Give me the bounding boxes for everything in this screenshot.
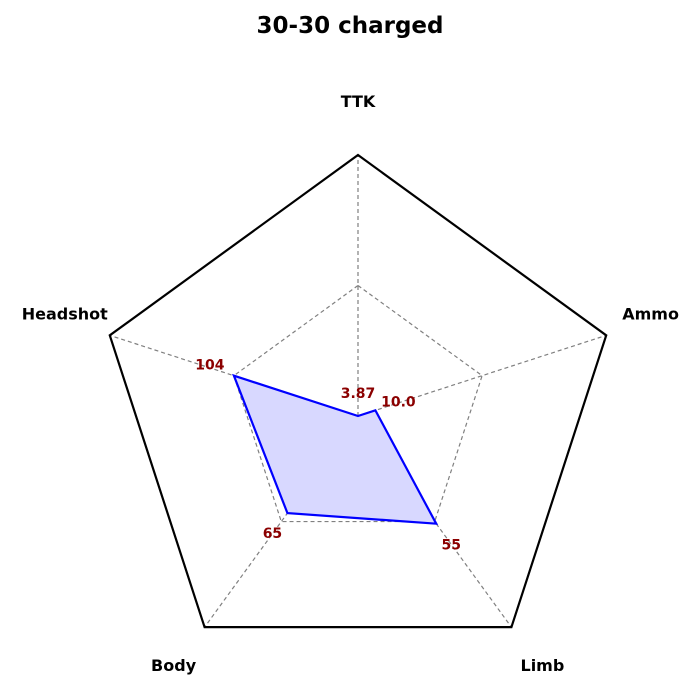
axis-label-body: Body: [151, 656, 197, 675]
axis-label-ammo: Ammo: [622, 304, 679, 323]
value-label-headshot: 104: [195, 358, 224, 374]
chart-title: 30-30 charged: [257, 13, 444, 39]
outer-frame: [108, 153, 608, 629]
series-layer: [232, 373, 439, 525]
value-label-body: 65: [263, 526, 282, 542]
axis-spoke-ammo: [357, 334, 607, 417]
grid-ring-0: [233, 284, 483, 523]
axis-label-layer: TTK Ammo Limb Body Headshot: [22, 92, 679, 675]
axis-label-limb: Limb: [521, 656, 565, 675]
value-label-limb: 55: [441, 538, 460, 554]
value-label-ammo: 10.0: [381, 394, 416, 410]
axis-label-headshot: Headshot: [22, 304, 108, 323]
value-label-ttk: 3.87: [341, 386, 376, 402]
series-polygon: [232, 373, 439, 525]
axis-label-ttk: TTK: [341, 92, 376, 111]
value-label-layer: 3.87 10.0 55 65 104: [195, 358, 461, 554]
